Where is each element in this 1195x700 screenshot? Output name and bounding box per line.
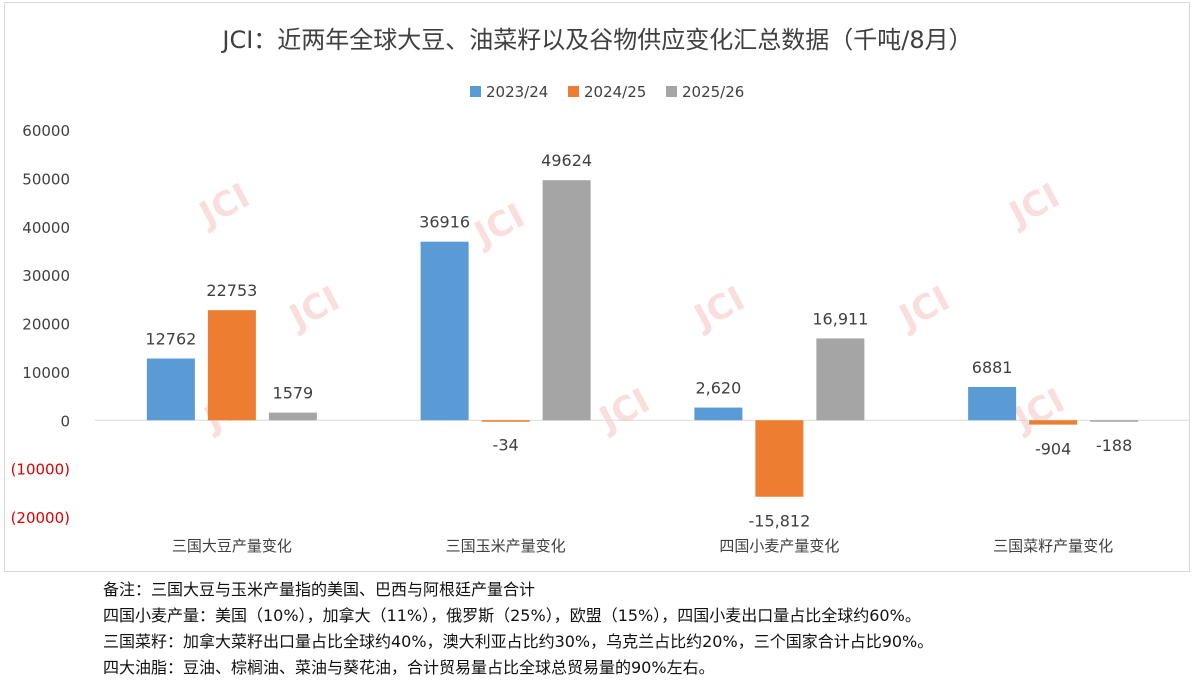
- y-tick-label: 0: [60, 412, 70, 430]
- y-tick-label: 60000: [22, 122, 70, 140]
- legend-label-1: 2024/25: [584, 83, 646, 101]
- data-label: 1579: [273, 384, 314, 403]
- x-category-label: 三国大豆产量变化: [172, 537, 292, 555]
- x-category-label: 三国菜籽产量变化: [993, 537, 1113, 555]
- data-label: 12762: [145, 330, 196, 349]
- y-tick-label: 50000: [22, 170, 70, 188]
- y-tick-label: (10000): [11, 461, 70, 479]
- y-tick-label: 30000: [22, 267, 70, 285]
- x-category-label: 三国玉米产量变化: [446, 537, 566, 555]
- legend-label-2: 2025/26: [682, 83, 744, 101]
- data-label: 36916: [419, 213, 470, 232]
- bar: [1029, 420, 1078, 425]
- chart-title: JCI：近两年全球大豆、油菜籽以及谷物供应变化汇总数据（千吨/8月）: [222, 26, 973, 54]
- watermark-8: JCI: [1006, 381, 1071, 441]
- data-label: -34: [493, 435, 519, 454]
- legend-label-0: 2023/24: [486, 83, 548, 101]
- bar: [420, 241, 469, 421]
- watermark-3: JCI: [281, 279, 346, 339]
- bar: [146, 358, 195, 421]
- bar-chart: JCIJCIJCIJCIJCIJCIJCIJCIJCI2023/242024/2…: [11, 83, 1190, 555]
- data-label: -904: [1035, 440, 1071, 459]
- note-line-1: 备注：三国大豆与玉米产量指的美国、巴西与阿根廷产量合计: [103, 580, 536, 599]
- watermark-4: JCI: [686, 279, 751, 339]
- data-label: -15,812: [748, 512, 810, 531]
- watermark-5: JCI: [891, 279, 956, 339]
- data-label: 16,911: [812, 309, 868, 328]
- legend-swatch-0: [470, 86, 481, 97]
- data-label: 2,620: [695, 379, 741, 398]
- chart-frame: [4, 2, 1190, 572]
- y-tick-label: 20000: [22, 316, 70, 334]
- note-line-3: 三国菜籽：加拿大菜籽出口量占比全球约40%，澳大利亚占比约30%，乌克兰占比约2…: [103, 632, 934, 651]
- y-tick-label: 10000: [22, 364, 70, 382]
- watermark-2: JCI: [1001, 176, 1066, 236]
- bar: [1090, 420, 1139, 422]
- note-line-4: 四大油脂：豆油、棕榈油、菜油与葵花油，合计贸易量占比全球总贸易量的90%左右。: [103, 658, 715, 677]
- data-label: 6881: [972, 358, 1013, 377]
- bar: [268, 412, 317, 421]
- watermark-1: JCI: [466, 196, 531, 256]
- notes: 备注：三国大豆与玉米产量指的美国、巴西与阿根廷产量合计 四国小麦产量：美国（10…: [103, 577, 933, 681]
- y-tick-label: 40000: [22, 219, 70, 237]
- bar: [755, 420, 804, 497]
- watermark-7: JCI: [591, 381, 656, 441]
- bar: [542, 180, 591, 421]
- bar: [816, 338, 865, 421]
- note-line-2: 四国小麦产量：美国（10%），加拿大（11%），俄罗斯（25%），欧盟（15%）…: [103, 606, 921, 625]
- watermark-0: JCI: [191, 176, 256, 236]
- bar: [481, 420, 530, 422]
- legend-swatch-2: [666, 86, 677, 97]
- data-label: -188: [1096, 436, 1132, 455]
- y-tick-label: (20000): [11, 509, 70, 527]
- bar: [207, 310, 256, 421]
- bar: [968, 386, 1017, 421]
- data-label: 49624: [541, 151, 592, 170]
- legend-swatch-1: [568, 86, 579, 97]
- data-label: 22753: [206, 281, 257, 300]
- bar: [694, 407, 743, 421]
- x-category-label: 四国小麦产量变化: [719, 537, 839, 555]
